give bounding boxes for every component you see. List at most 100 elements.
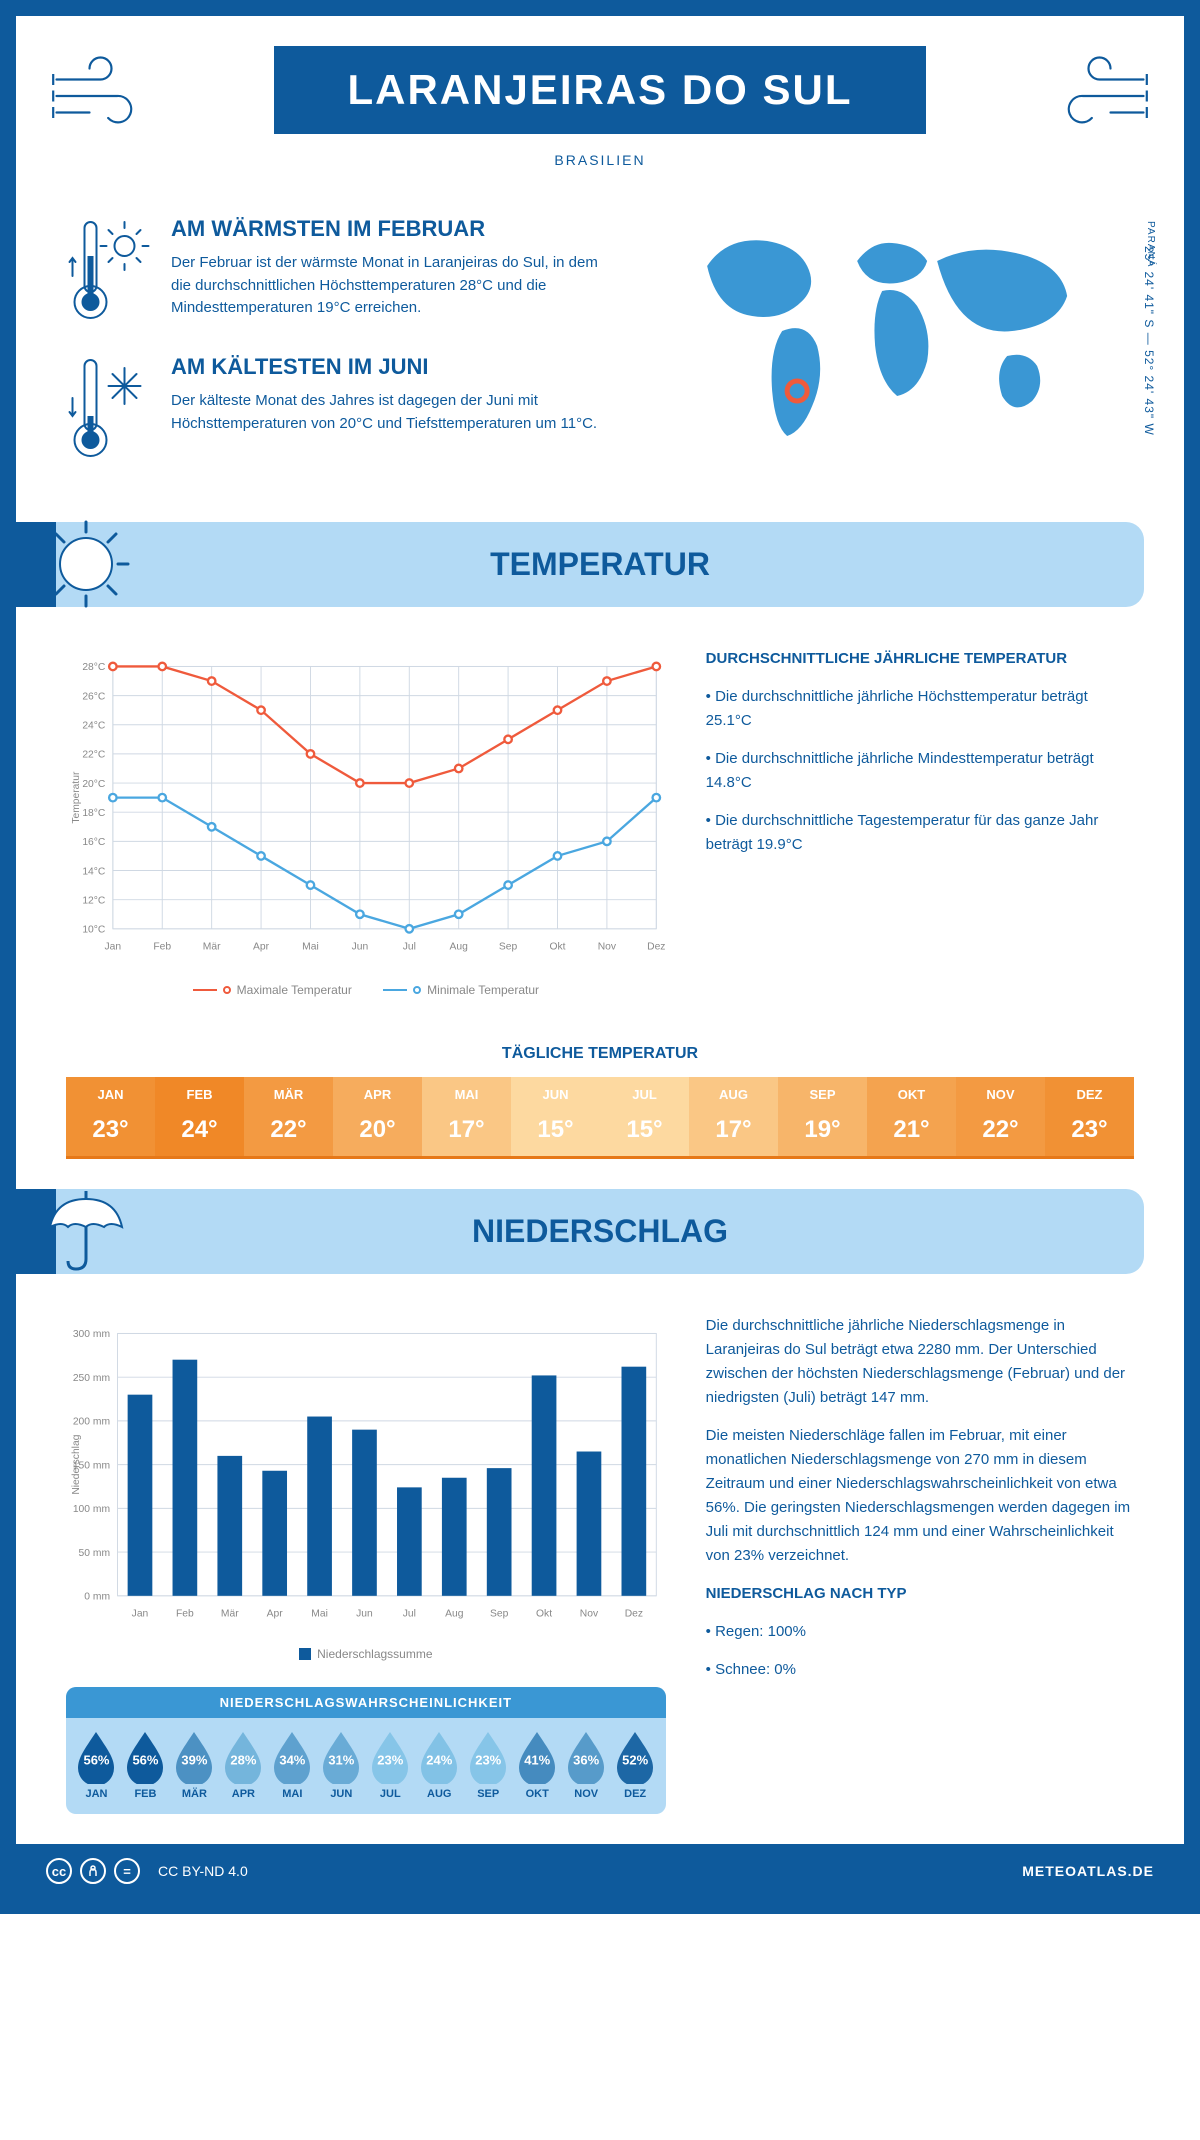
probability-item: 23% JUL	[366, 1730, 415, 1800]
daily-temp-cell: APR20°	[333, 1077, 422, 1156]
svg-text:Sep: Sep	[499, 941, 518, 952]
svg-text:Niederschlag: Niederschlag	[71, 1434, 82, 1494]
svg-text:Jun: Jun	[352, 941, 369, 952]
svg-text:Okt: Okt	[549, 941, 565, 952]
infographic-frame: LARANJEIRAS DO SUL BRASILIEN AM WÄRMSTEN…	[0, 0, 1200, 1914]
svg-text:Feb: Feb	[153, 941, 171, 952]
fact-coldest: AM KÄLTESTEN IM JUNI Der kälteste Monat …	[66, 354, 610, 464]
header: LARANJEIRAS DO SUL BRASILIEN	[16, 16, 1184, 186]
intro-section: AM WÄRMSTEN IM FEBRUAR Der Februar ist d…	[16, 186, 1184, 512]
svg-text:Dez: Dez	[625, 1608, 643, 1619]
temp-section: 10°C 12°C 14°C 16°C 18°C 20°C 22°C 24°C 26°C 28°C…	[16, 617, 1184, 1027]
svg-text:Mär: Mär	[221, 1608, 239, 1619]
daily-temp-cell: JAN23°	[66, 1077, 155, 1156]
legend-precip: Niederschlagssumme	[317, 1647, 432, 1661]
by-icon	[80, 1858, 106, 1884]
fact-warm-title: AM WÄRMSTEN IM FEBRUAR	[171, 216, 610, 242]
probability-item: 28% APR	[219, 1730, 268, 1800]
precip-p1: Die durchschnittliche jährliche Niedersc…	[706, 1314, 1134, 1410]
footer: cc = CC BY-ND 4.0 METEOATLAS.DE	[16, 1844, 1184, 1898]
svg-text:18°C: 18°C	[82, 808, 106, 819]
daily-temp-cell: OKT21°	[867, 1077, 956, 1156]
page-title: LARANJEIRAS DO SUL	[274, 46, 927, 134]
probability-item: 24% AUG	[415, 1730, 464, 1800]
temperature-line-chart: 10°C 12°C 14°C 16°C 18°C 20°C 22°C 24°C 26°C 28°C…	[66, 647, 666, 967]
svg-text:100 mm: 100 mm	[73, 1504, 110, 1515]
section-precip-title: NIEDERSCHLAG	[472, 1213, 728, 1249]
probability-title: NIEDERSCHLAGSWAHRSCHEINLICHKEIT	[66, 1687, 666, 1718]
svg-text:Feb: Feb	[176, 1608, 194, 1619]
svg-text:24°C: 24°C	[82, 721, 106, 732]
wind-icon-left	[51, 56, 161, 136]
precip-type-title: NIEDERSCHLAG NACH TYP	[706, 1582, 1134, 1606]
daily-temp-strip: JAN23°FEB24°MÄR22°APR20°MAI17°JUN15°JUL1…	[66, 1077, 1134, 1159]
svg-text:Jun: Jun	[356, 1608, 373, 1619]
fact-warm-text: Der Februar ist der wärmste Monat in Lar…	[171, 252, 610, 320]
svg-text:16°C: 16°C	[82, 837, 106, 848]
section-banner-temp: TEMPERATUR	[56, 522, 1144, 607]
daily-temp-cell: AUG17°	[689, 1077, 778, 1156]
svg-text:Apr: Apr	[253, 941, 270, 952]
thermometer-cold-icon	[66, 354, 151, 464]
daily-temp-cell: FEB24°	[155, 1077, 244, 1156]
legend-min: Minimale Temperatur	[427, 983, 539, 997]
svg-text:Jul: Jul	[403, 1608, 416, 1619]
fact-cold-title: AM KÄLTESTEN IM JUNI	[171, 354, 610, 380]
probability-box: NIEDERSCHLAGSWAHRSCHEINLICHKEIT 56% JAN …	[66, 1687, 666, 1814]
daily-temp-cell: DEZ23°	[1045, 1077, 1134, 1156]
daily-temp-cell: MÄR22°	[244, 1077, 333, 1156]
probability-item: 34% MAI	[268, 1730, 317, 1800]
svg-text:28°C: 28°C	[82, 662, 106, 673]
world-map	[640, 216, 1134, 446]
probability-item: 56% JAN	[72, 1730, 121, 1800]
precip-section: 0 mm50 mm100 mm150 mm200 mm250 mm300 mmN…	[16, 1284, 1184, 1844]
svg-text:Mär: Mär	[203, 941, 221, 952]
svg-text:Mai: Mai	[302, 941, 319, 952]
svg-text:Jan: Jan	[132, 1608, 149, 1619]
svg-text:14°C: 14°C	[82, 866, 106, 877]
daily-temp-cell: JUL15°	[600, 1077, 689, 1156]
svg-text:10°C: 10°C	[82, 925, 106, 936]
svg-text:Aug: Aug	[445, 1608, 464, 1619]
temp-text-title: DURCHSCHNITTLICHE JÄHRLICHE TEMPERATUR	[706, 647, 1134, 671]
probability-item: 41% OKT	[513, 1730, 562, 1800]
probability-item: 23% SEP	[464, 1730, 513, 1800]
svg-text:Okt: Okt	[536, 1608, 552, 1619]
svg-text:Mai: Mai	[311, 1608, 328, 1619]
temp-bullet-2: • Die durchschnittliche jährliche Mindes…	[706, 747, 1134, 795]
license-text: CC BY-ND 4.0	[158, 1863, 248, 1879]
probability-item: 39% MÄR	[170, 1730, 219, 1800]
probability-item: 31% JUN	[317, 1730, 366, 1800]
section-temp-title: TEMPERATUR	[490, 546, 710, 582]
svg-text:Nov: Nov	[580, 1608, 599, 1619]
svg-text:250 mm: 250 mm	[73, 1373, 110, 1384]
svg-text:22°C: 22°C	[82, 750, 106, 761]
svg-text:50 mm: 50 mm	[79, 1548, 110, 1559]
svg-text:Nov: Nov	[598, 941, 617, 952]
wind-icon-right	[1039, 56, 1149, 136]
temp-bullet-3: • Die durchschnittliche Tagestemperatur …	[706, 809, 1134, 857]
svg-text:20°C: 20°C	[82, 779, 106, 790]
svg-text:300 mm: 300 mm	[73, 1329, 110, 1340]
daily-temp-cell: MAI17°	[422, 1077, 511, 1156]
svg-text:12°C: 12°C	[82, 895, 106, 906]
umbrella-icon	[36, 1181, 136, 1281]
daily-temp-cell: SEP19°	[778, 1077, 867, 1156]
fact-cold-text: Der kälteste Monat des Jahres ist dagege…	[171, 390, 610, 435]
probability-item: 56% FEB	[121, 1730, 170, 1800]
svg-text:Dez: Dez	[647, 941, 665, 952]
svg-text:Temperatur: Temperatur	[71, 771, 82, 824]
svg-text:26°C: 26°C	[82, 691, 106, 702]
precipitation-bar-chart: 0 mm50 mm100 mm150 mm200 mm250 mm300 mmN…	[66, 1314, 666, 1634]
precip-legend: Niederschlagssumme	[66, 1647, 666, 1663]
section-banner-precip: NIEDERSCHLAG	[56, 1189, 1144, 1274]
probability-item: 36% NOV	[562, 1730, 611, 1800]
temp-bullet-1: • Die durchschnittliche jährliche Höchst…	[706, 685, 1134, 733]
svg-text:Apr: Apr	[267, 1608, 284, 1619]
daily-temp-cell: NOV22°	[956, 1077, 1045, 1156]
svg-text:Jan: Jan	[105, 941, 122, 952]
svg-text:Sep: Sep	[490, 1608, 509, 1619]
svg-text:0 mm: 0 mm	[84, 1592, 110, 1603]
svg-text:Aug: Aug	[450, 941, 469, 952]
fact-warmest: AM WÄRMSTEN IM FEBRUAR Der Februar ist d…	[66, 216, 610, 326]
